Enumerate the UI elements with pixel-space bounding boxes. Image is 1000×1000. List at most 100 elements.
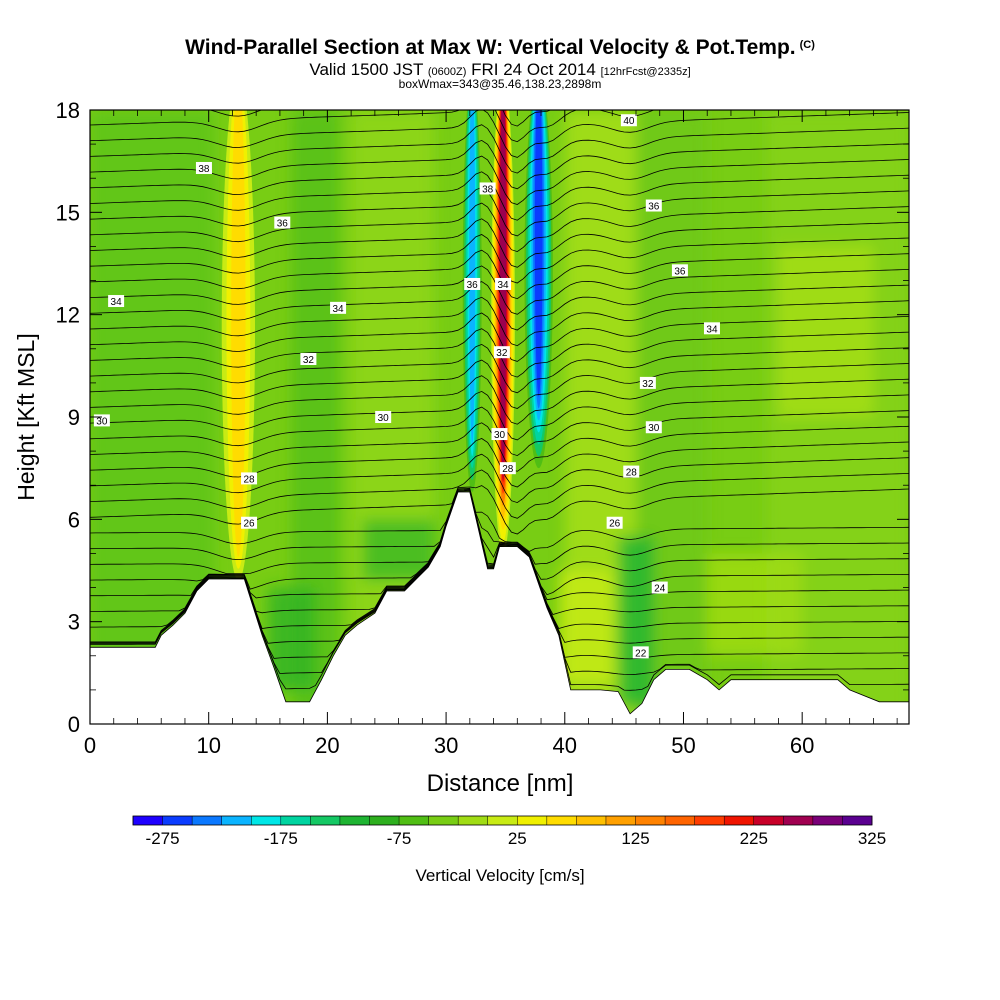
- isentrope-line: [90, 139, 909, 190]
- pot-temp-label-text: 38: [198, 164, 210, 175]
- pot-temp-label: 36: [464, 277, 481, 291]
- colorbar-swatch: [753, 816, 784, 825]
- isentrope-line: [90, 155, 909, 205]
- colorbar-swatch: [192, 816, 223, 825]
- isentrope-line: [90, 186, 909, 237]
- isentrope-line: [90, 281, 909, 331]
- colorbar-swatch: [694, 816, 725, 825]
- pot-temp-label-bg: [108, 295, 125, 308]
- pot-temp-label-bg: [651, 581, 668, 594]
- pot-temp-label-text: 28: [502, 464, 514, 475]
- colorbar-swatch: [546, 816, 577, 825]
- pot-temp-label-text: 32: [303, 355, 315, 366]
- colorbar-swatch: [842, 816, 873, 825]
- isentrope-line: [90, 296, 909, 347]
- colorbar: -275 -175 -75 25 125 225 325: [132, 815, 886, 848]
- x-tick-label: 30: [434, 733, 458, 758]
- isentrope-line: [90, 489, 909, 580]
- x-tick-label: 0: [84, 733, 96, 758]
- y-tick-label: 3: [68, 610, 80, 635]
- pot-temp-label-bg: [703, 322, 720, 335]
- terrain-profile: [89, 491, 910, 725]
- velocity-patch: [707, 553, 803, 656]
- chart-title: Wind-Parallel Section at Max W: Vertical…: [185, 36, 815, 59]
- y-tick-label: 18: [56, 98, 80, 123]
- isentrope-line: [90, 234, 909, 284]
- colorbar-swatch: [812, 816, 843, 825]
- pot-temp-label: 34: [330, 301, 347, 315]
- pot-temp-label: 26: [606, 516, 623, 530]
- valid-time: Valid 1500 JST (0600Z) FRI 24 Oct 2014 […: [309, 60, 691, 79]
- pot-temp-label-bg: [639, 376, 656, 389]
- colorbar-tick-label: 25: [508, 829, 527, 848]
- isentrope-line: [208, 110, 552, 127]
- pot-temp-label-text: 32: [642, 379, 654, 390]
- colorbar-swatch: [310, 816, 341, 825]
- colorbar-swatch: [280, 816, 311, 825]
- x-tick-label: 10: [196, 733, 220, 758]
- pot-temp-label-text: 36: [277, 219, 289, 230]
- updraft-core: [500, 110, 507, 470]
- colorbar-tick-label: -75: [387, 829, 412, 848]
- pot-temp-label: 34: [495, 277, 512, 291]
- pot-temp-label-bg: [493, 346, 510, 359]
- isentrope-line: [90, 110, 656, 143]
- colorbar-swatch: [724, 816, 755, 825]
- pot-temp-label-text: 28: [243, 474, 255, 485]
- pot-temp-label-bg: [464, 277, 481, 290]
- pot-temp-label-bg: [645, 199, 662, 212]
- pot-temp-label-bg: [671, 264, 688, 277]
- pot-temp-label-text: 34: [111, 297, 123, 308]
- pot-temp-label-bg: [495, 277, 512, 290]
- pot-temp-label: 32: [493, 346, 510, 359]
- colorbar-swatch: [339, 816, 370, 825]
- pot-temp-label-bg: [645, 421, 662, 434]
- colorbar-swatch: [458, 816, 489, 825]
- pot-temp-label-text: 22: [635, 648, 647, 659]
- colorbar-frame: [132, 815, 873, 826]
- pot-temp-label-bg: [195, 161, 212, 174]
- pot-temp-label: 34: [108, 295, 125, 308]
- downdraft-core: [469, 110, 476, 445]
- colorbar-tick-label: 325: [858, 829, 886, 848]
- pot-temp-label-bg: [274, 216, 291, 229]
- y-axis-label: Height [Kft MSL]: [13, 333, 39, 500]
- colorbar-swatch: [162, 816, 193, 825]
- downdraft-core: [534, 110, 543, 397]
- isentrope-line: [90, 124, 909, 174]
- colorbar-swatch: [133, 816, 163, 825]
- pot-temp-label: 26: [241, 516, 258, 530]
- pot-temp-label-text: 24: [654, 584, 666, 595]
- colorbar-swatch: [635, 816, 666, 825]
- isentrope-line: [90, 218, 909, 268]
- pot-temp-label-text: 36: [674, 266, 686, 277]
- pot-temp-label: 38: [479, 182, 496, 195]
- isentrope-line: [90, 390, 909, 441]
- isentrope-line: [90, 485, 909, 535]
- pot-temp-label: 36: [645, 199, 662, 213]
- isentrope-line: [90, 110, 909, 158]
- isentrope-line: [90, 453, 909, 504]
- pot-temp-label: 38: [195, 161, 212, 175]
- box-wmax-subtitle: boxWmax=343@35.46,138.23,2898m: [398, 77, 602, 91]
- isentrope-line: [90, 359, 909, 409]
- pot-temp-label-text: 30: [648, 423, 660, 434]
- isentrope-line: [90, 422, 909, 472]
- pot-temp-label-text: 34: [497, 280, 509, 291]
- isentrope-line: [90, 375, 909, 425]
- pot-temp-label-text: 26: [609, 519, 621, 530]
- isentrope-line: [90, 249, 909, 300]
- pot-temp-label-text: 40: [623, 116, 635, 127]
- isentrope-line: [90, 265, 909, 315]
- colorbar-swatch: [428, 816, 459, 825]
- isentrope-line: [90, 171, 909, 221]
- y-tick-label: 12: [56, 303, 80, 328]
- isentrope-line: [90, 487, 909, 552]
- pot-temp-label: 28: [499, 462, 516, 475]
- pot-temp-label-bg: [623, 465, 640, 478]
- pot-temp-label-text: 28: [626, 468, 638, 479]
- x-tick-label: 60: [790, 733, 814, 758]
- pot-temp-label-bg: [375, 411, 392, 423]
- pot-temp-label-text: 26: [243, 519, 255, 530]
- pot-temp-label-bg: [300, 353, 317, 366]
